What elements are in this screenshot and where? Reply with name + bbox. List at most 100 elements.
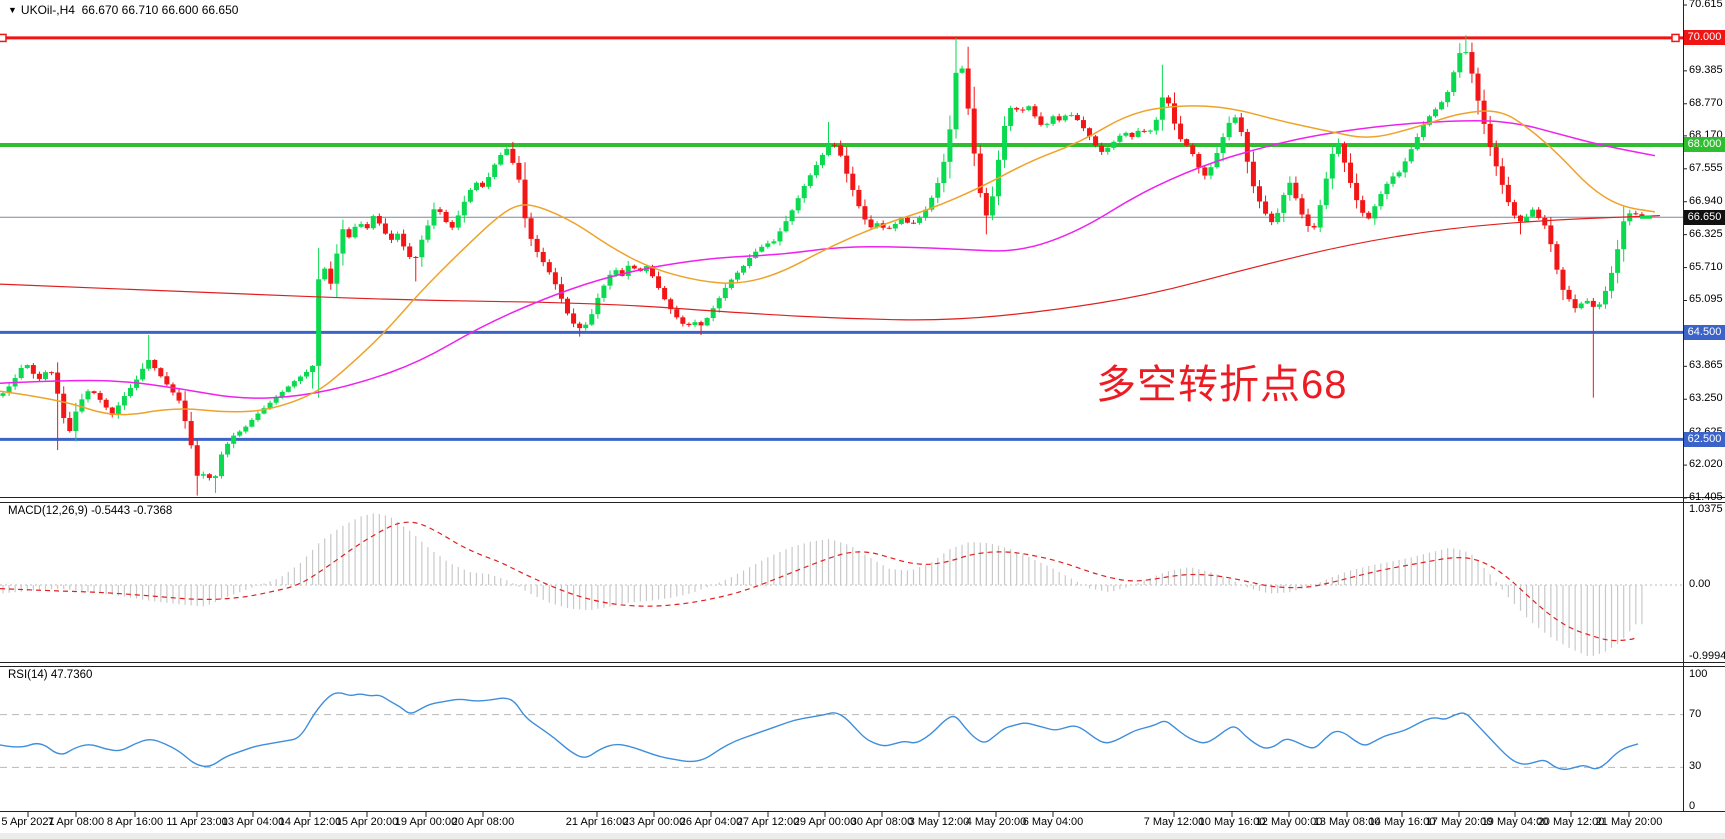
candle-body bbox=[1093, 136, 1099, 146]
ma-mid-magenta-line[interactable] bbox=[0, 120, 1656, 399]
candle-body bbox=[18, 368, 24, 379]
candle-body bbox=[704, 318, 710, 326]
candle-body bbox=[73, 411, 79, 432]
price-badge-66.650[interactable]: 66.650 bbox=[1684, 209, 1725, 225]
time-label[interactable]: 10 May 16:00 bbox=[1198, 816, 1266, 828]
candle-body bbox=[176, 392, 182, 401]
time-label[interactable]: 13 May 08:00 bbox=[1313, 816, 1381, 828]
time-label[interactable]: 4 May 20:00 bbox=[965, 816, 1027, 828]
candle-body bbox=[898, 217, 904, 224]
candle-body bbox=[1287, 182, 1293, 195]
candle-body bbox=[1548, 225, 1554, 245]
hline-marker-0[interactable] bbox=[0, 33, 7, 43]
candle-body bbox=[103, 399, 109, 408]
candle-body bbox=[310, 365, 316, 372]
time-label[interactable]: 6 May 04:00 bbox=[1022, 816, 1084, 828]
price-badge-64.500[interactable]: 64.500 bbox=[1684, 324, 1725, 340]
candle-body bbox=[565, 298, 571, 314]
candle-body bbox=[1348, 162, 1354, 183]
time-label[interactable]: 26 Apr 04:00 bbox=[679, 816, 743, 828]
price-badge-70.000[interactable]: 70.000 bbox=[1684, 30, 1725, 46]
candle-body bbox=[989, 196, 995, 216]
time-label[interactable]: 30 Apr 08:00 bbox=[850, 816, 914, 828]
candle-body bbox=[297, 376, 303, 382]
candle-body bbox=[115, 405, 121, 415]
candle-body bbox=[467, 189, 473, 202]
candle-body bbox=[1481, 100, 1487, 124]
time-label[interactable]: 13 Apr 04:00 bbox=[221, 816, 285, 828]
candle-body bbox=[1208, 167, 1214, 176]
candle-body bbox=[1184, 139, 1190, 146]
candle-body bbox=[42, 372, 48, 379]
candle-body bbox=[1560, 269, 1566, 290]
candle-body bbox=[1263, 201, 1269, 214]
candle-body bbox=[121, 396, 127, 406]
price-tick-label: 66.940 bbox=[1689, 194, 1723, 207]
candle-body bbox=[656, 276, 662, 288]
candle-body bbox=[649, 266, 655, 277]
time-label[interactable]: 12 May 00:00 bbox=[1255, 816, 1323, 828]
candle-body bbox=[1566, 289, 1572, 300]
candle-body bbox=[6, 386, 12, 394]
candle-body bbox=[941, 161, 947, 184]
candle-body bbox=[971, 108, 977, 154]
time-label[interactable]: 8 Apr 16:00 bbox=[106, 816, 164, 828]
candle-body bbox=[1172, 103, 1178, 124]
candle-body bbox=[1020, 109, 1026, 111]
rsi-axis-label: 70 bbox=[1689, 707, 1702, 720]
time-label[interactable]: 7 May 12:00 bbox=[1143, 816, 1205, 828]
rsi-indicator-label: RSI(14) 47.7360 bbox=[8, 669, 93, 681]
price-tick-label: 67.555 bbox=[1689, 161, 1723, 174]
candle-body bbox=[498, 154, 504, 165]
candle-body bbox=[97, 393, 103, 400]
hline-marker-1[interactable] bbox=[1671, 33, 1680, 43]
price-badge-62.500[interactable]: 62.500 bbox=[1684, 431, 1725, 447]
time-label[interactable]: 11 Apr 23:00 bbox=[166, 816, 228, 828]
time-label[interactable]: 23 Apr 00:00 bbox=[622, 816, 686, 828]
price-badge-68.000[interactable]: 68.000 bbox=[1684, 137, 1725, 153]
candle-body bbox=[1008, 107, 1014, 126]
time-label[interactable]: 5 Apr 2021 bbox=[1, 816, 55, 828]
macd-signal-line[interactable] bbox=[0, 521, 1637, 642]
candle-body bbox=[856, 189, 862, 207]
ma-slow-red-line[interactable] bbox=[0, 215, 1661, 321]
candle-body bbox=[109, 407, 115, 415]
candle-body bbox=[1530, 209, 1536, 217]
time-label[interactable]: 15 Apr 20:00 bbox=[335, 816, 399, 828]
time-label[interactable]: 7 Apr 08:00 bbox=[47, 816, 105, 828]
time-label[interactable]: 19 May 04:00 bbox=[1481, 816, 1549, 828]
ma-fast-orange-line[interactable] bbox=[0, 105, 1656, 416]
time-label[interactable]: 17 May 20:00 bbox=[1425, 816, 1493, 828]
candle-body bbox=[716, 298, 722, 309]
annotation-text[interactable]: 多空转折点68 bbox=[1096, 363, 1348, 407]
collapse-arrow-icon[interactable]: ▼ bbox=[8, 5, 17, 15]
time-label[interactable]: 21 Apr 16:00 bbox=[565, 816, 629, 828]
candle-body bbox=[340, 229, 346, 254]
time-label[interactable]: 29 Apr 00:00 bbox=[793, 816, 857, 828]
time-label[interactable]: 19 Apr 00:00 bbox=[394, 816, 458, 828]
candle-body bbox=[285, 386, 291, 392]
candle-body bbox=[401, 233, 407, 247]
candle-body bbox=[1408, 149, 1414, 162]
candle-body bbox=[273, 397, 279, 403]
candle-body bbox=[267, 402, 273, 409]
time-label[interactable]: 3 May 12:00 bbox=[908, 816, 970, 828]
time-label[interactable]: 20 Apr 08:00 bbox=[451, 816, 515, 828]
macd-axis-label: -0.9994 bbox=[1689, 649, 1725, 662]
candle-body bbox=[1256, 186, 1262, 202]
time-label[interactable]: 21 May 20:00 bbox=[1595, 816, 1663, 828]
candle-body bbox=[1572, 299, 1578, 309]
time-label[interactable]: 20 May 12:00 bbox=[1537, 816, 1605, 828]
time-label[interactable]: 14 May 16:00 bbox=[1368, 816, 1436, 828]
time-label[interactable]: 27 Apr 12:00 bbox=[736, 816, 800, 828]
time-label[interactable]: 14 Apr 12:00 bbox=[278, 816, 342, 828]
candle-body bbox=[1518, 215, 1523, 222]
candle-body bbox=[140, 368, 146, 380]
rsi-axis-label: 0 bbox=[1689, 800, 1696, 812]
candle-body bbox=[291, 381, 297, 387]
candle-body bbox=[1269, 213, 1275, 223]
rsi-line[interactable] bbox=[0, 692, 1639, 771]
candle-body bbox=[249, 419, 255, 427]
